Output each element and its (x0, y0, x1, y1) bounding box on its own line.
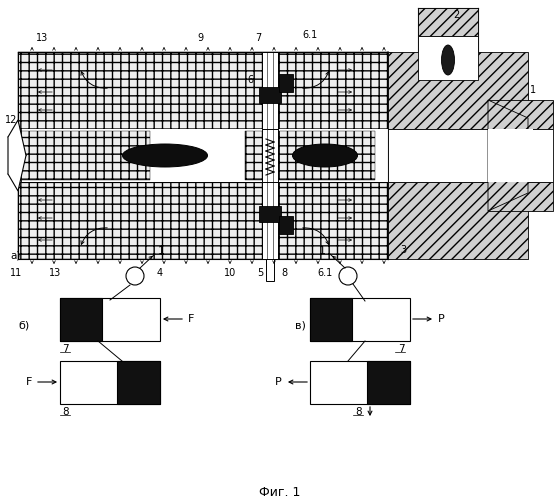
Text: F: F (26, 377, 32, 387)
Text: 7: 7 (255, 33, 261, 43)
Bar (117, 361, 160, 404)
Bar (388, 182, 528, 259)
Text: а): а) (10, 250, 20, 260)
Text: 8: 8 (281, 268, 287, 278)
Bar (279, 74, 293, 92)
Text: 8: 8 (62, 407, 69, 417)
Text: 2: 2 (453, 10, 459, 20)
Bar (266, 259, 274, 281)
Text: 11: 11 (10, 268, 22, 278)
Text: в): в) (295, 320, 306, 330)
Bar (262, 129, 278, 182)
Text: 1: 1 (319, 246, 326, 256)
Text: F: F (188, 314, 194, 324)
Text: 10: 10 (224, 268, 236, 278)
Bar (279, 216, 293, 234)
Bar (388, 129, 528, 182)
Bar (388, 52, 528, 129)
Text: 4: 4 (157, 268, 163, 278)
Bar (310, 361, 410, 404)
Bar (488, 129, 553, 182)
Text: 1: 1 (158, 246, 165, 256)
Bar (488, 182, 553, 211)
Text: 13: 13 (49, 268, 61, 278)
Bar (20, 131, 150, 180)
Text: 8: 8 (355, 407, 362, 417)
Text: P: P (438, 314, 445, 324)
Bar (262, 182, 278, 259)
Ellipse shape (123, 144, 208, 167)
Bar (418, 8, 478, 36)
Bar (18, 182, 388, 259)
Bar (310, 298, 410, 341)
Bar (488, 100, 553, 129)
Bar (259, 87, 281, 103)
Text: 12: 12 (5, 115, 17, 125)
Text: P: P (276, 377, 282, 387)
Bar (18, 52, 388, 129)
Bar (488, 129, 533, 182)
Bar (310, 298, 352, 341)
Ellipse shape (292, 144, 357, 167)
Bar (60, 298, 160, 341)
Bar (60, 298, 102, 341)
Text: 5: 5 (257, 268, 263, 278)
Text: 7: 7 (62, 344, 69, 354)
Bar (13, 129, 21, 182)
Text: б): б) (18, 320, 29, 330)
Polygon shape (488, 100, 528, 211)
Text: 1: 1 (530, 85, 536, 95)
Text: 6.1: 6.1 (318, 268, 333, 278)
Ellipse shape (441, 45, 455, 75)
Text: 3: 3 (400, 245, 406, 255)
Bar (259, 206, 281, 222)
Bar (367, 361, 410, 404)
Bar (245, 131, 375, 180)
Text: 7: 7 (398, 344, 405, 354)
Bar (262, 52, 278, 129)
Polygon shape (8, 120, 26, 191)
Bar (418, 36, 478, 80)
Text: 6: 6 (248, 75, 254, 85)
Bar (60, 361, 160, 404)
Text: 13: 13 (36, 33, 48, 43)
Bar (18, 129, 388, 182)
Text: 9: 9 (197, 33, 203, 43)
Text: 6.1: 6.1 (302, 30, 318, 40)
Text: Фиг. 1: Фиг. 1 (259, 486, 301, 498)
